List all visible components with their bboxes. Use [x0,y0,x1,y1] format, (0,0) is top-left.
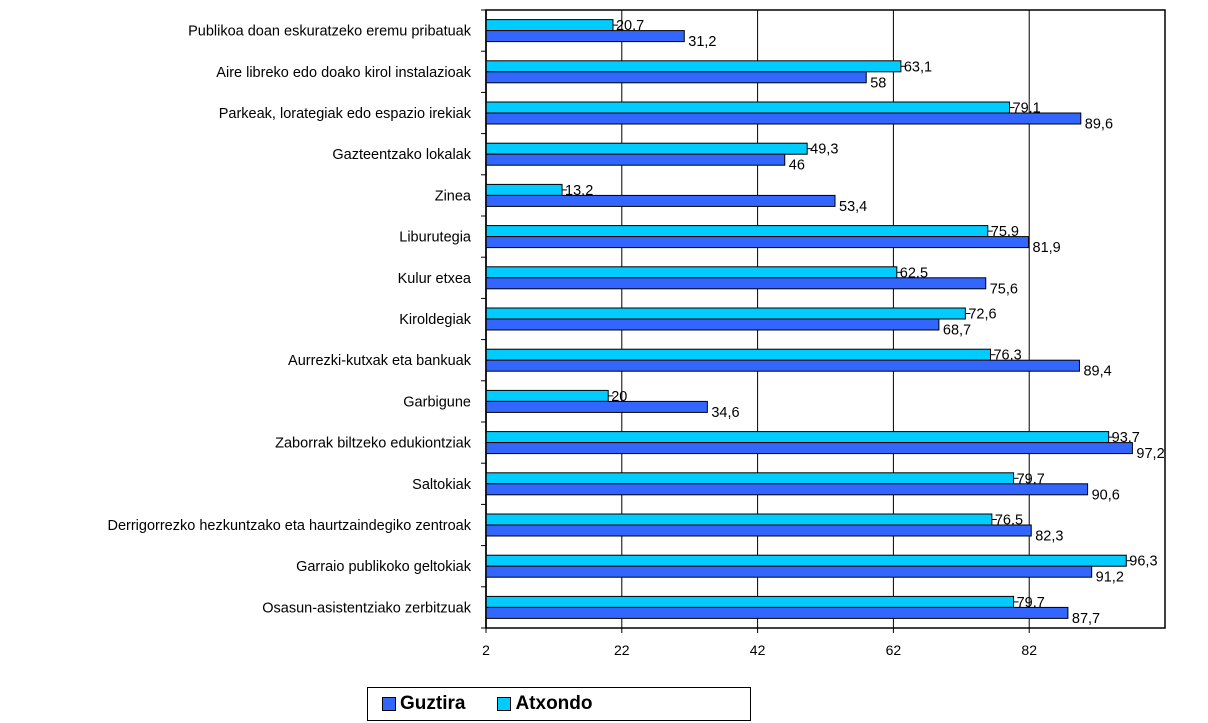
bar-guztira [485,565,1093,578]
data-label-guztira: 91,2 [1096,570,1124,586]
bar-guztira [485,400,708,413]
bar-guztira [485,30,685,43]
data-label-guztira: 53,4 [839,199,867,215]
bar-guztira [485,524,1032,537]
bar-atxondo [485,595,1015,608]
category-label: Liburutegia [399,230,472,246]
x-tick-label: 42 [750,642,766,658]
data-label-atxondo: 72,6 [968,307,996,323]
bar-atxondo [485,554,1127,567]
category-label: Parkeak, lorategiak edo espazio irekiak [219,106,472,122]
category-label: Garbigune [403,394,471,410]
bar-guztira [485,112,1082,125]
data-label-guztira: 87,7 [1072,611,1100,627]
bar-guztira [485,194,836,207]
data-label-guztira: 75,6 [990,281,1018,297]
category-label: Osasun-asistentziako zerbitzuak [262,600,471,616]
bar-atxondo [485,183,563,196]
bar-atxondo [485,348,991,361]
data-label-guztira: 58 [870,75,886,91]
data-label-guztira: 89,6 [1085,117,1113,133]
data-label-guztira: 81,9 [1033,240,1061,256]
legend-item-atxondo: Atxondo [497,693,593,715]
category-label: Aire libreko edo doako kirol instalazioa… [216,65,471,81]
data-label-guztira: 90,6 [1092,487,1120,503]
category-label: Kulur etxea [398,271,472,287]
data-label-atxondo: 20,7 [616,18,644,34]
bar-guztira [485,483,1089,496]
bar-guztira [485,236,1030,249]
data-label-guztira: 89,4 [1083,364,1111,380]
bar-guztira [485,359,1080,372]
x-tick-label: 22 [614,642,630,658]
x-tick-label: 2 [482,642,490,658]
bar-atxondo [485,389,609,402]
bar-atxondo [485,225,989,238]
bar-guztira [485,442,1133,455]
legend-item-guztira: Guztira [382,693,465,715]
category-label: Saltokiak [412,477,472,493]
data-label-guztira: 31,2 [688,34,716,50]
bar-atxondo [485,266,898,279]
data-label-guztira: 97,2 [1136,446,1164,462]
bar-atxondo [485,142,808,155]
category-label: Garraio publikoko geltokiak [296,559,472,575]
x-tick-label: 82 [1021,642,1037,658]
category-label: Derrigorrezko hezkuntzako eta haurtzaind… [107,518,471,534]
bar-atxondo [485,431,1110,444]
data-label-guztira: 82,3 [1035,529,1063,545]
legend-label-atxondo: Atxondo [515,693,593,714]
bar-atxondo [485,19,614,32]
bar-atxondo [485,101,1011,114]
category-label: Publikoa doan eskuratzeko eremu pribatua… [188,24,472,40]
legend-swatch-guztira [382,697,396,711]
category-label: Gazteentzako lokalak [332,147,471,163]
category-label: Aurrezki-kutxak eta bankuak [288,353,472,369]
data-label-guztira: 68,7 [943,323,971,339]
bar-guztira [485,71,867,84]
category-label: Kiroldegiak [399,312,471,328]
legend-label-guztira: Guztira [400,693,466,714]
category-label: Zinea [435,188,472,204]
legend: Guztira Atxondo [367,687,751,721]
category-label: Zaborrak biltzeko edukiontziak [275,436,472,452]
bar-guztira [485,277,987,290]
x-tick-label: 62 [886,642,902,658]
data-label-guztira: 46 [789,158,805,174]
bar-atxondo [485,60,902,73]
data-label-atxondo: 63,1 [904,59,932,75]
data-label-atxondo: 96,3 [1129,554,1157,570]
bar-atxondo [485,307,966,320]
bar-guztira [485,606,1069,619]
data-label-guztira: 34,6 [711,405,739,421]
legend-swatch-atxondo [497,697,512,711]
bar-guztira [485,153,786,166]
data-label-atxondo: 49,3 [810,142,838,158]
bar-atxondo [485,472,1015,485]
bar-atxondo [485,513,993,526]
bar-guztira [485,318,940,331]
